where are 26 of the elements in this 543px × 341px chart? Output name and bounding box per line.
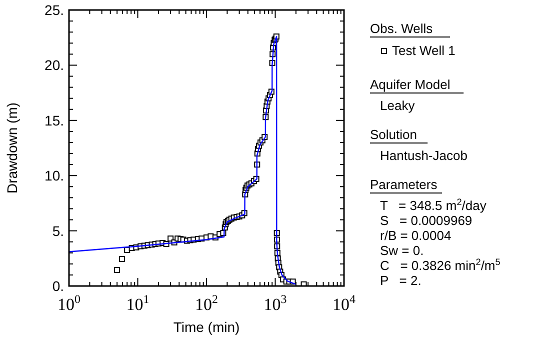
y-tick-label: 15. (44, 112, 64, 128)
y-tick-label: 20. (44, 57, 64, 74)
text: Sw = 0. (380, 243, 424, 258)
x-tick-label: 10$^{0}$ (58, 292, 81, 314)
y-tick-label: 0. (52, 278, 64, 294)
x-tick-label: 10$^{4}$ (332, 292, 356, 314)
text: Leaky (380, 98, 416, 113)
x-tick-label: 10$^{2}$ (195, 292, 218, 314)
text: S = 0.0009969 (380, 213, 472, 228)
text: Hantush-Jacob (380, 148, 468, 163)
text: Solution (370, 127, 417, 142)
y-tick-label: 5. (52, 222, 64, 239)
x-tick-label: 10$^{1}$ (126, 292, 150, 314)
text: C = 0.3826 min$^{2}$/m$^{5}$ (380, 257, 500, 273)
x-tick-label: 10$^{3}$ (264, 292, 287, 314)
text: Aquifer Model (370, 77, 450, 92)
text: Parameters (370, 177, 438, 192)
y-axis-title: Drawdown (m) (4, 102, 20, 194)
y-tick-label: 25. (44, 2, 64, 18)
x-axis-title: Time (min) (173, 319, 240, 335)
text: T = 348.5 m$^{2}$/day (380, 197, 487, 213)
text: r/B = 0.0004 (380, 228, 452, 243)
legend-title: Obs. Wells (370, 21, 434, 36)
legend-label: Test Well 1 (392, 43, 456, 58)
y-tick-label: 10. (44, 168, 64, 184)
text: P = 2. (380, 273, 422, 288)
